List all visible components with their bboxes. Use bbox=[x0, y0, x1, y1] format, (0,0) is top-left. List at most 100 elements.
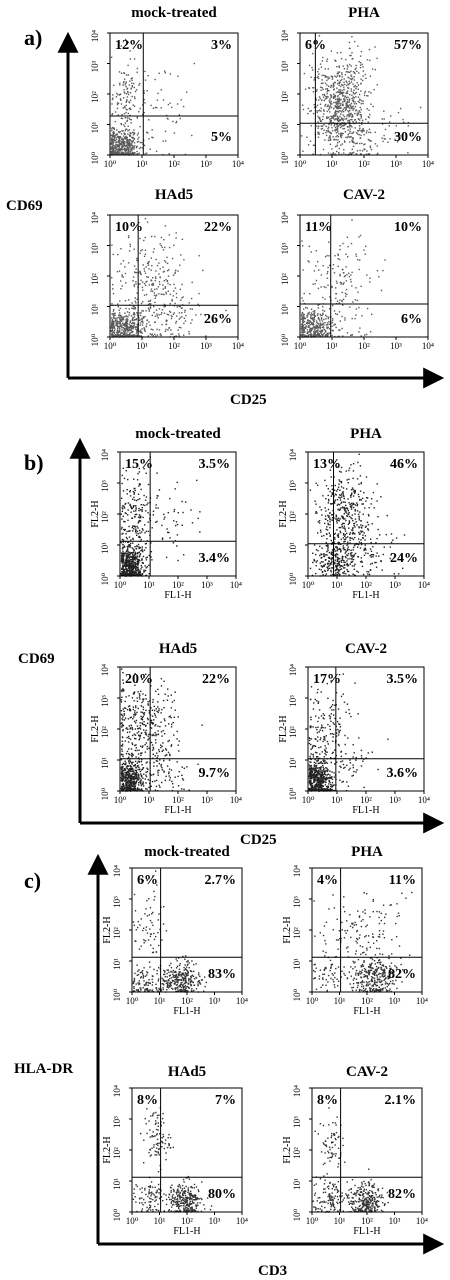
data-point bbox=[171, 106, 173, 109]
data-point bbox=[202, 269, 204, 272]
data-point bbox=[318, 109, 321, 111]
data-point bbox=[339, 75, 341, 77]
data-point bbox=[334, 499, 337, 501]
data-point bbox=[339, 135, 342, 137]
data-point bbox=[130, 506, 132, 509]
data-point bbox=[145, 557, 147, 559]
data-point bbox=[141, 528, 144, 530]
data-point bbox=[361, 561, 363, 563]
data-point bbox=[363, 148, 365, 150]
data-point bbox=[117, 321, 119, 323]
data-point bbox=[127, 133, 129, 135]
quadrant-upper-right-percent: 46% bbox=[390, 457, 418, 472]
data-point bbox=[355, 314, 357, 316]
data-point bbox=[344, 511, 347, 513]
data-point bbox=[354, 119, 356, 121]
data-point bbox=[154, 780, 156, 782]
data-point bbox=[149, 306, 152, 308]
data-point bbox=[344, 141, 346, 143]
data-point bbox=[358, 531, 360, 534]
data-point bbox=[128, 768, 130, 771]
data-point bbox=[157, 286, 160, 288]
data-point bbox=[340, 538, 342, 541]
data-point bbox=[129, 134, 132, 137]
data-point bbox=[345, 104, 348, 106]
data-point bbox=[348, 520, 351, 522]
data-point bbox=[130, 776, 132, 778]
data-point bbox=[339, 329, 341, 331]
data-point bbox=[331, 519, 333, 521]
data-point bbox=[133, 284, 135, 286]
data-point bbox=[327, 544, 329, 546]
data-point bbox=[330, 551, 333, 553]
y-tick-label: 10⁰ bbox=[288, 572, 298, 585]
data-point bbox=[122, 333, 124, 335]
data-point bbox=[143, 98, 145, 101]
data-point bbox=[368, 48, 371, 51]
data-point bbox=[337, 135, 339, 138]
data-point bbox=[140, 335, 142, 337]
data-point bbox=[313, 560, 315, 562]
data-point bbox=[335, 566, 337, 568]
data-point bbox=[134, 773, 136, 776]
data-point bbox=[352, 506, 355, 509]
data-point bbox=[375, 566, 378, 568]
data-point bbox=[165, 323, 168, 325]
data-point bbox=[169, 497, 171, 500]
data-point bbox=[351, 558, 353, 561]
data-point bbox=[374, 46, 376, 48]
data-point bbox=[311, 329, 313, 331]
data-point bbox=[182, 296, 184, 298]
data-point bbox=[141, 324, 144, 326]
data-point bbox=[362, 119, 364, 122]
data-point bbox=[136, 324, 138, 326]
data-point bbox=[331, 319, 334, 322]
data-point bbox=[369, 331, 372, 333]
data-point bbox=[347, 129, 349, 131]
data-point bbox=[119, 82, 121, 84]
y-tick-label: 10² bbox=[288, 511, 298, 523]
data-point bbox=[348, 522, 350, 524]
data-point bbox=[111, 113, 114, 115]
data-point bbox=[127, 328, 129, 331]
data-point bbox=[163, 312, 166, 314]
data-point bbox=[125, 148, 127, 150]
data-point bbox=[140, 784, 143, 786]
data-point bbox=[130, 152, 133, 155]
data-point bbox=[317, 71, 319, 73]
data-point bbox=[191, 319, 193, 321]
data-point bbox=[132, 761, 134, 763]
data-point bbox=[359, 475, 362, 477]
data-point bbox=[341, 134, 343, 136]
data-point bbox=[129, 569, 131, 571]
data-point bbox=[129, 553, 132, 555]
data-point bbox=[358, 134, 360, 136]
data-point bbox=[129, 490, 131, 492]
data-point bbox=[350, 107, 353, 110]
data-point bbox=[322, 56, 324, 59]
data-point bbox=[315, 265, 317, 267]
data-point bbox=[345, 105, 347, 107]
data-point bbox=[303, 328, 306, 330]
data-point bbox=[128, 785, 130, 787]
data-point bbox=[130, 149, 132, 151]
data-point bbox=[339, 499, 342, 501]
data-point bbox=[352, 96, 354, 98]
data-point bbox=[310, 308, 313, 310]
data-point bbox=[119, 317, 121, 319]
data-point bbox=[348, 113, 350, 115]
data-point bbox=[128, 145, 131, 147]
data-point bbox=[118, 153, 121, 155]
data-point bbox=[132, 548, 135, 550]
data-point bbox=[364, 547, 366, 549]
data-point bbox=[152, 698, 154, 701]
data-point bbox=[333, 97, 335, 100]
data-point bbox=[125, 327, 128, 329]
data-point bbox=[345, 470, 347, 472]
data-point bbox=[375, 555, 377, 557]
data-point bbox=[155, 294, 158, 296]
data-point bbox=[136, 573, 138, 575]
data-point bbox=[136, 711, 138, 714]
data-point bbox=[352, 495, 355, 497]
data-point bbox=[122, 322, 124, 324]
